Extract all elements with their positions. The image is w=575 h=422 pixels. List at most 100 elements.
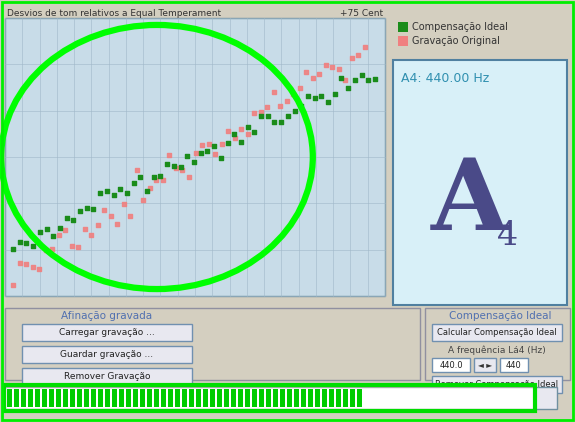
Text: Remover Compensação Ideal: Remover Compensação Ideal bbox=[435, 380, 558, 389]
Point bbox=[49, 233, 58, 240]
FancyBboxPatch shape bbox=[5, 387, 534, 409]
FancyBboxPatch shape bbox=[154, 389, 159, 407]
Point bbox=[42, 225, 51, 232]
Point bbox=[304, 93, 313, 100]
FancyBboxPatch shape bbox=[70, 389, 75, 407]
FancyBboxPatch shape bbox=[22, 346, 192, 363]
FancyBboxPatch shape bbox=[259, 389, 264, 407]
Point bbox=[158, 176, 167, 183]
FancyBboxPatch shape bbox=[350, 389, 355, 407]
Point bbox=[197, 142, 206, 149]
Point bbox=[196, 149, 205, 156]
Point bbox=[344, 84, 353, 91]
Point bbox=[139, 196, 148, 203]
Point bbox=[230, 134, 239, 141]
Point bbox=[243, 130, 252, 137]
FancyBboxPatch shape bbox=[196, 389, 201, 407]
Point bbox=[171, 165, 181, 172]
Point bbox=[89, 206, 98, 212]
Point bbox=[113, 220, 122, 227]
Point bbox=[178, 166, 187, 173]
FancyBboxPatch shape bbox=[432, 376, 562, 393]
Point bbox=[60, 227, 70, 234]
Point bbox=[152, 177, 161, 184]
Point bbox=[250, 109, 259, 116]
Point bbox=[203, 148, 212, 155]
Point bbox=[93, 222, 102, 228]
Point bbox=[176, 163, 185, 170]
FancyBboxPatch shape bbox=[425, 308, 570, 380]
Text: 440.0: 440.0 bbox=[439, 360, 463, 370]
Point bbox=[256, 109, 265, 116]
FancyBboxPatch shape bbox=[5, 308, 420, 380]
FancyBboxPatch shape bbox=[266, 389, 271, 407]
FancyBboxPatch shape bbox=[126, 389, 131, 407]
Point bbox=[75, 208, 85, 214]
Point bbox=[82, 205, 91, 211]
FancyBboxPatch shape bbox=[343, 389, 348, 407]
Text: +75 Cent: +75 Cent bbox=[340, 10, 383, 19]
FancyBboxPatch shape bbox=[224, 389, 229, 407]
FancyBboxPatch shape bbox=[168, 389, 173, 407]
FancyBboxPatch shape bbox=[28, 389, 33, 407]
Text: A frequência Lá4 (Hz): A frequência Lá4 (Hz) bbox=[448, 345, 546, 355]
Point bbox=[116, 185, 125, 192]
Text: Compensação Ideal: Compensação Ideal bbox=[412, 22, 508, 32]
Text: 4: 4 bbox=[497, 220, 519, 252]
Point bbox=[250, 129, 259, 135]
Text: Guardar gravação ...: Guardar gravação ... bbox=[60, 350, 154, 359]
Text: Calcular Compensação Ideal: Calcular Compensação Ideal bbox=[437, 328, 557, 337]
Point bbox=[236, 139, 246, 146]
Point bbox=[35, 228, 44, 235]
Point bbox=[263, 113, 273, 120]
Point bbox=[132, 166, 141, 173]
FancyBboxPatch shape bbox=[280, 389, 285, 407]
Point bbox=[256, 112, 266, 119]
FancyBboxPatch shape bbox=[301, 389, 306, 407]
Point bbox=[54, 232, 63, 239]
Point bbox=[67, 243, 76, 249]
Text: Remover Gravação: Remover Gravação bbox=[64, 372, 150, 381]
Point bbox=[321, 62, 331, 69]
FancyBboxPatch shape bbox=[357, 389, 362, 407]
Point bbox=[289, 91, 298, 98]
Point bbox=[269, 89, 278, 96]
Point bbox=[29, 242, 38, 249]
FancyBboxPatch shape bbox=[273, 389, 278, 407]
FancyBboxPatch shape bbox=[393, 60, 567, 305]
Point bbox=[22, 240, 31, 247]
Point bbox=[210, 151, 220, 158]
Point bbox=[236, 126, 246, 133]
Point bbox=[308, 74, 317, 81]
FancyBboxPatch shape bbox=[175, 389, 180, 407]
Point bbox=[350, 77, 359, 84]
Point bbox=[330, 91, 339, 97]
Point bbox=[106, 213, 116, 220]
FancyBboxPatch shape bbox=[535, 387, 557, 409]
FancyBboxPatch shape bbox=[35, 389, 40, 407]
Point bbox=[341, 76, 350, 83]
Point bbox=[370, 76, 380, 83]
FancyBboxPatch shape bbox=[500, 358, 528, 372]
FancyBboxPatch shape bbox=[133, 389, 138, 407]
Point bbox=[243, 123, 252, 130]
FancyBboxPatch shape bbox=[294, 389, 299, 407]
FancyBboxPatch shape bbox=[56, 389, 61, 407]
Point bbox=[109, 191, 118, 198]
Point bbox=[277, 119, 286, 126]
FancyBboxPatch shape bbox=[398, 22, 408, 32]
FancyBboxPatch shape bbox=[182, 389, 187, 407]
Point bbox=[62, 214, 71, 221]
FancyBboxPatch shape bbox=[63, 389, 68, 407]
Point bbox=[224, 128, 233, 135]
FancyBboxPatch shape bbox=[91, 389, 96, 407]
FancyBboxPatch shape bbox=[119, 389, 124, 407]
Text: 440: 440 bbox=[506, 360, 522, 370]
Point bbox=[15, 238, 24, 245]
Point bbox=[34, 265, 44, 272]
Point bbox=[55, 225, 64, 232]
Point bbox=[145, 185, 155, 192]
FancyBboxPatch shape bbox=[22, 324, 192, 341]
Point bbox=[165, 151, 174, 158]
Point bbox=[310, 94, 319, 101]
